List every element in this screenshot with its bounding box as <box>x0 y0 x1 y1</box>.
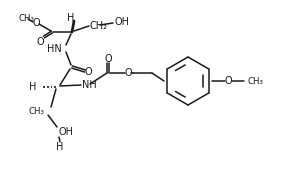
Text: CH₃: CH₃ <box>248 77 264 85</box>
Text: HN: HN <box>47 44 62 54</box>
Text: NH: NH <box>82 80 97 90</box>
Text: O: O <box>124 68 132 78</box>
Text: O: O <box>36 37 44 47</box>
Text: O: O <box>104 54 112 64</box>
Text: CH₃: CH₃ <box>28 107 44 115</box>
Text: O: O <box>224 76 232 86</box>
Text: H: H <box>56 142 64 152</box>
Text: CH₂: CH₂ <box>90 21 108 31</box>
Text: H: H <box>29 82 36 92</box>
Text: O: O <box>84 67 92 77</box>
Text: OH: OH <box>58 127 73 137</box>
Text: OH: OH <box>115 17 130 27</box>
Text: O: O <box>32 18 40 28</box>
Text: H: H <box>67 13 75 23</box>
Text: CH₃: CH₃ <box>18 14 34 23</box>
